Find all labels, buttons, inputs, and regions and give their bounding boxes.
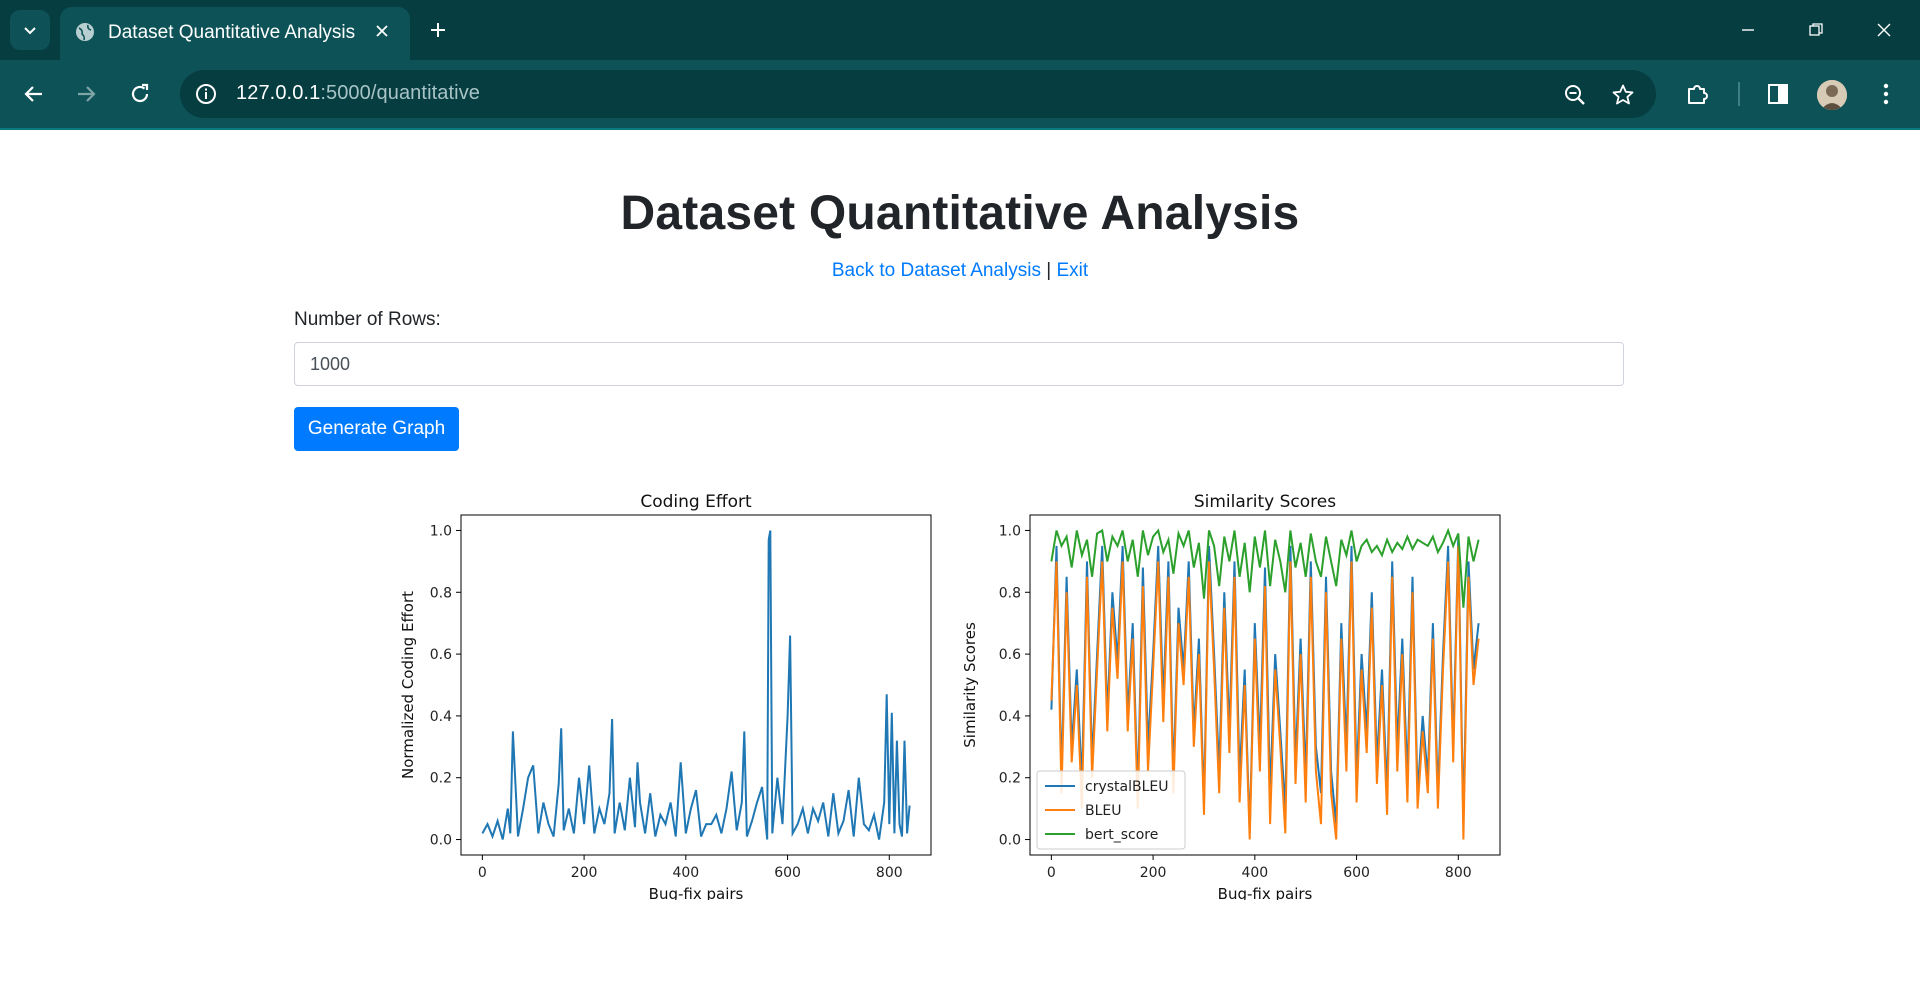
x-tick-label: 0 — [1047, 865, 1056, 881]
close-icon — [376, 25, 388, 37]
restore-button[interactable] — [1792, 14, 1840, 46]
zoom-out-icon — [1565, 85, 1585, 105]
url-host: 127.0.0.1 — [236, 82, 321, 104]
y-tick-label: 0.8 — [430, 585, 452, 601]
rows-input[interactable] — [294, 342, 1624, 386]
globe-icon — [76, 23, 94, 41]
plot-frame — [1029, 514, 1501, 856]
new-tab-button[interactable] — [424, 16, 452, 44]
y-tick-label: 1.0 — [430, 523, 452, 539]
chart-title: Coding Effort — [640, 492, 752, 512]
url-path: :5000/quantitative — [320, 82, 481, 104]
address-bar[interactable]: 127.0.0.1:5000/quantitative — [180, 70, 1656, 118]
reload-button[interactable] — [122, 76, 158, 112]
reload-icon — [131, 83, 149, 103]
back-to-dataset-analysis-link[interactable]: Back to Dataset Analysis — [831, 260, 1041, 281]
x-tick-label: 200 — [1140, 865, 1167, 881]
arrow-left-icon — [24, 86, 42, 102]
legend-label-crystalBLEU: crystalBLEU — [1085, 779, 1169, 795]
close-icon — [1877, 23, 1891, 37]
y-axis-label: Similarity Scores — [961, 622, 979, 748]
chart-title: Similarity Scores — [1194, 492, 1336, 512]
nav-links: Back to Dataset Analysis | Exit — [0, 260, 1920, 282]
x-tick-label: 400 — [672, 865, 699, 881]
minimize-icon — [1742, 29, 1754, 31]
forward-button[interactable] — [68, 76, 104, 112]
y-tick-label: 0.0 — [430, 833, 452, 849]
rows-label: Number of Rows: — [294, 309, 441, 330]
close-tab-button[interactable] — [370, 19, 394, 43]
profile-avatar[interactable] — [1817, 80, 1847, 110]
tab-title: Dataset Quantitative Analysis — [108, 22, 356, 43]
info-icon[interactable] — [194, 82, 218, 106]
zoom-button[interactable] — [1562, 82, 1588, 108]
y-tick-label: 0.4 — [999, 709, 1021, 725]
y-tick-label: 0.8 — [999, 585, 1021, 601]
menu-button[interactable] — [1870, 78, 1902, 110]
exit-link[interactable]: Exit — [1056, 260, 1089, 281]
x-tick-label: 800 — [1445, 865, 1472, 881]
avatar-icon — [1817, 80, 1847, 110]
y-tick-label: 0.4 — [430, 709, 452, 725]
close-window-button[interactable] — [1860, 14, 1908, 46]
series-line-bert_score — [1050, 527, 1480, 608]
toolbar-divider — [1738, 82, 1740, 106]
similarity-scores-chart: 0 200 400 600 800 0.0 0.2 0.4 0.6 0.8 1.0 Similarit… — [961, 492, 1501, 900]
tab-search-button[interactable] — [10, 10, 50, 50]
page-title: Dataset Quantitative Analysis — [620, 187, 1300, 240]
legend-box — [1036, 770, 1186, 850]
arrow-right-icon — [78, 86, 96, 102]
generate-graph-button[interactable]: Generate Graph — [294, 407, 459, 451]
x-tick-label: 200 — [571, 865, 598, 881]
extensions-button[interactable] — [1682, 78, 1714, 110]
x-axis-label: Bug-fix pairs — [649, 885, 744, 900]
browser-toolbar: 127.0.0.1:5000/quantitative — [0, 60, 1920, 130]
more-vertical-icon — [1883, 83, 1889, 105]
legend-label-bert_score: bert_score — [1085, 827, 1158, 843]
star-icon — [1612, 84, 1634, 105]
back-button[interactable] — [16, 76, 52, 112]
series-line-BLEU — [1050, 545, 1480, 840]
puzzle-icon — [1688, 85, 1708, 104]
y-tick-label: 1.0 — [999, 523, 1021, 539]
y-tick-label: 0.0 — [999, 833, 1021, 849]
browser-tab-bar: Dataset Quantitative Analysis — [0, 0, 1920, 60]
url-text[interactable]: 127.0.0.1:5000/quantitative — [236, 82, 480, 105]
x-tick-label: 600 — [1343, 865, 1370, 881]
chevron-down-icon — [24, 27, 36, 35]
plot-frame — [460, 514, 932, 856]
series-line-coding-effort — [481, 530, 911, 840]
y-tick-label: 0.2 — [999, 771, 1021, 787]
browser-tab[interactable]: Dataset Quantitative Analysis — [60, 7, 410, 60]
coding-effort-chart: 0 200 400 600 800 0.0 0.2 0.4 0.6 0.8 1.0 Coding Ef… — [399, 492, 932, 900]
x-axis-label: Bug-fix pairs — [1218, 885, 1313, 900]
legend-label-BLEU: BLEU — [1085, 803, 1122, 819]
x-tick-label: 600 — [774, 865, 801, 881]
y-tick-label: 0.6 — [430, 647, 452, 663]
x-tick-label: 400 — [1241, 865, 1268, 881]
x-tick-label: 800 — [876, 865, 903, 881]
page-content: Dataset Quantitative Analysis Back to Da… — [0, 130, 1920, 1003]
bookmark-button[interactable] — [1610, 82, 1636, 108]
y-axis-label: Normalized Coding Effort — [399, 591, 417, 779]
y-tick-label: 0.2 — [430, 771, 452, 787]
restore-icon — [1809, 23, 1823, 36]
x-tick-label: 0 — [478, 865, 487, 881]
side-panel-button[interactable] — [1762, 78, 1794, 110]
side-panel-icon — [1768, 84, 1788, 104]
y-tick-label: 0.6 — [999, 647, 1021, 663]
plus-icon — [431, 23, 445, 37]
minimize-button[interactable] — [1724, 14, 1772, 46]
link-separator: | — [1046, 260, 1052, 281]
